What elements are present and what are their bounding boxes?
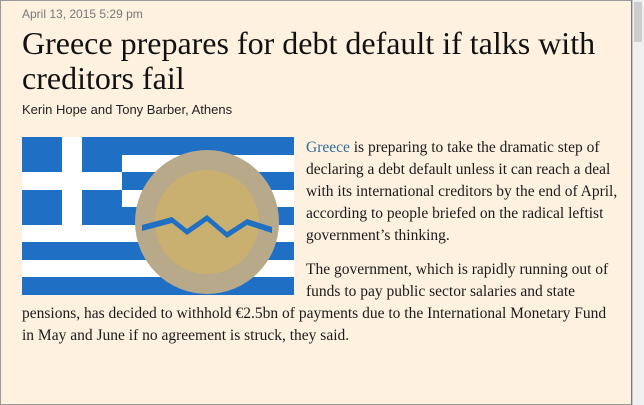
paragraph: The government, which is rapidly running…	[22, 261, 609, 344]
article-image	[22, 137, 294, 295]
scrollbar	[632, 0, 644, 405]
date: April 13, 2015 5:29 pm	[22, 7, 143, 21]
headline: Greece prepares for debt default if talk…	[22, 25, 596, 96]
byline: Kerin Hope and Tony Barber, Athens	[22, 102, 233, 117]
link[interactable]: Greece	[306, 139, 350, 156]
paragraph: Greece is preparing to take the dramatic…	[22, 137, 622, 247]
paragraph-text: is preparing to take the dramatic step o…	[306, 139, 618, 244]
article: April 13, 2015 5:29 pm Greece prepares f…	[22, 7, 622, 359]
scrollbar-thumb[interactable]	[634, 2, 642, 42]
